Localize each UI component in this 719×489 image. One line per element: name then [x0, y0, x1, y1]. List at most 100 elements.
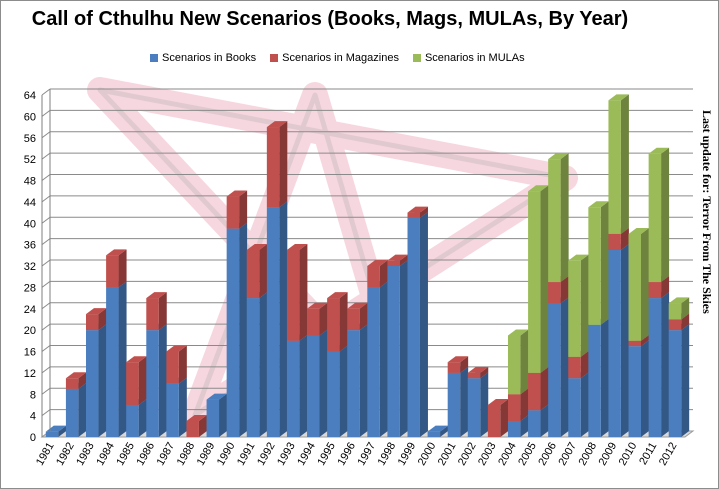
y-tick-label: 24 — [24, 304, 36, 316]
bar-magazines-1988 — [186, 414, 207, 437]
bar-side-books-2006 — [560, 297, 569, 437]
bar-books-2000 — [427, 425, 449, 437]
x-tick-label-2004: 2004 — [496, 441, 519, 468]
side-note: Last update for: Terror From The Skies — [700, 110, 714, 314]
bar-front-books-1991 — [246, 298, 260, 437]
y-tick-label: 44 — [24, 197, 36, 209]
bar-top-mulas-2006 — [548, 153, 569, 160]
gridline-depth-24 — [41, 302, 51, 310]
bar-books-1993 — [286, 334, 308, 437]
bar-books-2006 — [548, 297, 569, 437]
bar-top-mulas-2011 — [648, 147, 670, 154]
legend-swatch-books — [150, 54, 158, 62]
bar-books-1983 — [86, 324, 107, 437]
bar-mulas-2007 — [568, 254, 589, 357]
bar-side-magazines-1993 — [299, 243, 308, 341]
legend-entry-mulas: Scenarios in MULAs — [412, 52, 525, 64]
bar-magazines-2002 — [467, 366, 489, 379]
bar-front-books-1986 — [146, 330, 159, 437]
bar-front-magazines-1993 — [286, 249, 300, 341]
bar-front-books-1996 — [347, 330, 360, 437]
bar-side-magazines-2004 — [520, 388, 529, 421]
y-tick-label: 48 — [24, 176, 36, 188]
x-tick-label-1991: 1991 — [235, 441, 258, 468]
x-tick-label-1992: 1992 — [255, 441, 278, 468]
x-tick-label-2012: 2012 — [657, 441, 680, 468]
bar-magazines-1987 — [166, 345, 187, 384]
bar-front-magazines-1988 — [186, 420, 199, 437]
bar-mulas-2012 — [668, 297, 690, 320]
bar-magazines-1992 — [266, 121, 288, 208]
legend-swatch-magazines — [270, 54, 279, 62]
bar-top-magazines-1997 — [367, 260, 388, 266]
bar-magazines-1984 — [106, 249, 127, 288]
legend: Scenarios in Books Scenarios in Magazine… — [150, 50, 525, 66]
legend-label-books: Scenarios in Books — [162, 52, 257, 64]
bar-front-books-2008 — [588, 324, 601, 437]
gridline-depth-48 — [41, 174, 51, 181]
bar-books-1981 — [45, 425, 67, 437]
bar-books-1997 — [367, 281, 388, 437]
bar-side-mulas-2005 — [540, 185, 549, 373]
bar-front-books-1982 — [65, 388, 79, 437]
bar-magazines-1982 — [65, 372, 87, 389]
bar-front-magazines-1983 — [86, 314, 99, 331]
bar-magazines-1999 — [407, 206, 428, 218]
bar-magazines-1985 — [126, 356, 147, 405]
bar-front-books-1994 — [307, 335, 320, 437]
x-tick-label-2007: 2007 — [556, 441, 579, 468]
bar-side-mulas-2004 — [520, 329, 529, 395]
x-tick-label-1989: 1989 — [195, 441, 218, 468]
bar-side-magazines-1985 — [138, 356, 147, 405]
x-tick-label-2008: 2008 — [577, 441, 600, 468]
bar-front-books-1983 — [86, 330, 99, 437]
x-tick-label-1985: 1985 — [114, 441, 137, 468]
bar-side-books-2009 — [620, 243, 629, 437]
bar-side-books-2012 — [681, 324, 690, 437]
bar-side-books-2007 — [580, 372, 589, 437]
bar-side-magazines-1997 — [379, 260, 388, 288]
gridline-depth-32 — [41, 259, 51, 267]
bar-front-magazines-2010 — [628, 340, 641, 347]
gridline-depth-4 — [41, 409, 51, 417]
gridline-depth-8 — [41, 387, 51, 395]
bar-side-mulas-2012 — [681, 297, 690, 320]
bar-side-magazines-1987 — [178, 345, 187, 384]
x-tick-label-1981: 1981 — [34, 441, 57, 468]
bar-top-mulas-2007 — [568, 254, 589, 261]
bar-books-1994 — [307, 329, 328, 437]
bar-side-magazines-2006 — [560, 276, 569, 304]
x-tick-label-2006: 2006 — [536, 441, 559, 468]
bar-side-mulas-2008 — [600, 201, 609, 325]
bar-books-2009 — [608, 243, 629, 437]
bar-front-magazines-2012 — [668, 319, 682, 331]
bar-front-mulas-2009 — [608, 100, 621, 234]
bar-side-magazines-1986 — [158, 292, 167, 331]
x-tick-label-1987: 1987 — [155, 441, 178, 468]
bar-books-1995 — [327, 345, 348, 437]
x-tick-label-2000: 2000 — [416, 441, 439, 468]
bar-side-books-2010 — [640, 340, 649, 437]
x-tick-label-1997: 1997 — [356, 441, 379, 468]
x-tick-label-1986: 1986 — [134, 441, 157, 468]
bar-front-mulas-2008 — [588, 207, 601, 325]
bar-mulas-2010 — [628, 227, 649, 341]
bar-top-books-1989 — [206, 393, 228, 400]
bar-side-books-1985 — [138, 398, 147, 437]
x-tick-label-2003: 2003 — [476, 441, 499, 468]
y-tick-label: 28 — [24, 282, 36, 294]
x-tick-label-2010: 2010 — [617, 441, 640, 468]
bar-top-mulas-2005 — [528, 185, 549, 192]
bar-mulas-2011 — [648, 147, 670, 283]
bar-mulas-2009 — [608, 94, 629, 234]
bar-books-1989 — [206, 393, 228, 437]
bar-books-1998 — [387, 260, 408, 437]
gridline-depth-36 — [41, 238, 51, 246]
bar-front-magazines-1987 — [166, 351, 179, 384]
bar-side-magazines-1999 — [419, 206, 428, 218]
bar-front-books-2012 — [668, 330, 682, 437]
bar-side-magazines-2009 — [620, 227, 629, 250]
bar-magazines-1986 — [146, 292, 167, 331]
bar-books-1996 — [347, 324, 368, 437]
bar-magazines-1990 — [226, 190, 248, 229]
